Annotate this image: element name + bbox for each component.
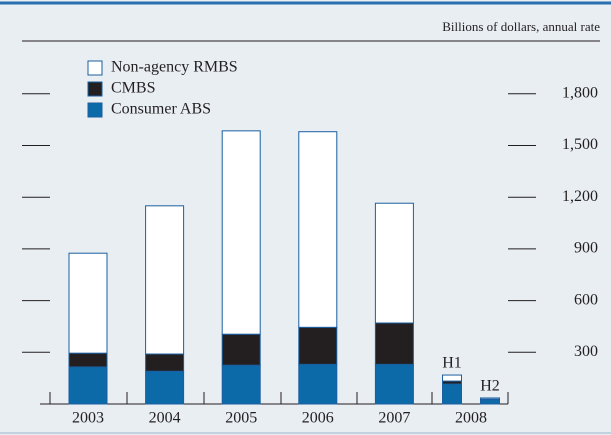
bar-segment xyxy=(221,130,261,335)
bar-segment xyxy=(480,397,500,400)
bar-segment xyxy=(374,322,414,365)
bar-segment xyxy=(68,252,108,354)
y-tick-label: 900 xyxy=(574,240,598,257)
y-tick-label: 1,800 xyxy=(562,84,598,101)
bar-segment xyxy=(298,131,338,328)
bar-segment xyxy=(298,326,338,365)
bar-segment xyxy=(298,363,338,405)
unit-label: Billions of dollars, annual rate xyxy=(442,19,600,34)
x-tick-label: 2004 xyxy=(149,410,181,427)
legend-label: Non-agency RMBS xyxy=(111,59,238,76)
bar-segment xyxy=(480,399,500,405)
y-tick-label: 1,200 xyxy=(562,188,598,205)
legend-label: CMBS xyxy=(111,80,155,97)
bar-segment xyxy=(221,364,261,405)
y-tick-label: 1,500 xyxy=(562,136,598,153)
bar-segment xyxy=(145,205,185,355)
legend-label: Consumer ABS xyxy=(111,101,211,118)
bar-segment xyxy=(442,374,462,382)
bar-segment xyxy=(221,333,261,366)
y-tick-label: 300 xyxy=(574,343,598,360)
legend-swatch xyxy=(87,60,103,76)
x-tick-label: 2005 xyxy=(225,410,257,427)
legend-swatch xyxy=(87,102,103,118)
bar-segment xyxy=(442,383,462,405)
bar-segment xyxy=(374,202,414,324)
bar-segment xyxy=(68,366,108,405)
y-tick-label: 600 xyxy=(574,291,598,308)
bar-segment xyxy=(145,370,185,405)
bar-segment xyxy=(145,353,185,372)
legend-swatch xyxy=(87,81,103,97)
bar-label: H2 xyxy=(480,378,500,395)
x-tick-label: 2006 xyxy=(302,410,334,427)
x-group-label: 2008 xyxy=(455,410,487,427)
x-tick-label: 2007 xyxy=(378,410,410,427)
x-tick-label: 2003 xyxy=(72,410,104,427)
bar-segment xyxy=(68,352,108,368)
bar-label: H1 xyxy=(442,355,462,372)
bar-segment xyxy=(374,363,414,405)
